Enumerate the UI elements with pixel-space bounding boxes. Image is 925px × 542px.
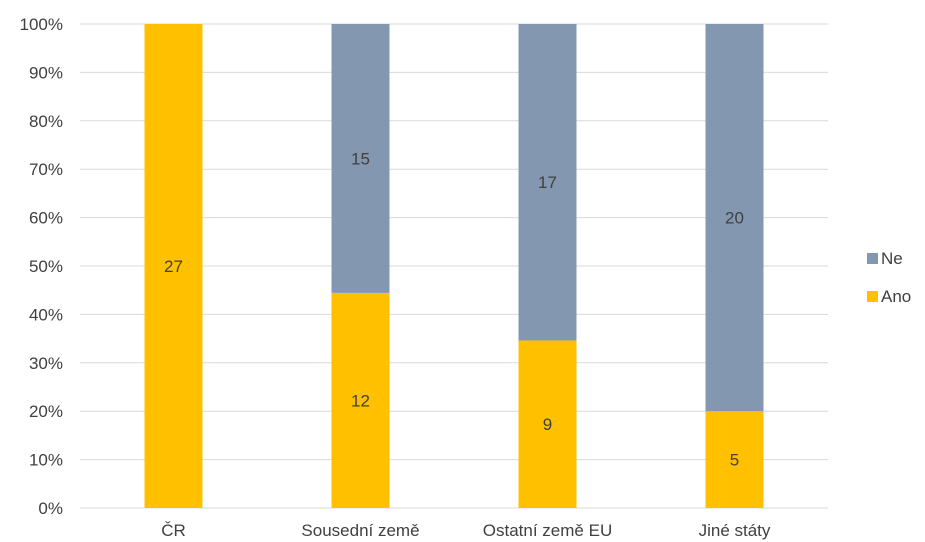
bar-ano-3 [705, 411, 764, 508]
legend-label: Ne [881, 249, 903, 268]
x-axis-categories: ČR Sousední země Ostatní země EU Jiné státy [161, 521, 771, 540]
x-category-label: Jiné státy [699, 521, 771, 540]
data-labels: 27 12 15 9 17 5 20 [164, 149, 744, 469]
legend: Ne Ano [867, 249, 911, 306]
x-category-label: Sousední země [301, 521, 419, 540]
bar-ano-2 [518, 340, 577, 508]
y-tick-label: 20% [29, 402, 63, 421]
bar-ano-0 [144, 24, 203, 508]
legend-swatch-ne [867, 253, 878, 264]
y-tick-label: 0% [38, 499, 63, 518]
bars [144, 24, 764, 508]
bar-ne-2 [518, 24, 577, 341]
x-category-label: ČR [161, 521, 186, 540]
y-tick-label: 70% [29, 160, 63, 179]
data-label: 17 [538, 173, 557, 192]
data-label: 9 [543, 415, 552, 434]
legend-label: Ano [881, 287, 911, 306]
y-tick-label: 50% [29, 257, 63, 276]
data-label: 12 [351, 391, 370, 410]
y-tick-label: 40% [29, 305, 63, 324]
data-label: 27 [164, 257, 183, 276]
y-tick-label: 60% [29, 209, 63, 228]
legend-swatch-ano [867, 291, 878, 302]
y-tick-label: 100% [20, 15, 63, 34]
data-label: 20 [725, 209, 744, 228]
data-label: 5 [730, 451, 739, 470]
x-category-label: Ostatní země EU [483, 521, 612, 540]
y-tick-label: 10% [29, 451, 63, 470]
gridlines [80, 23, 828, 509]
bar-ne-3 [705, 24, 764, 412]
y-tick-label: 80% [29, 112, 63, 131]
data-label: 15 [351, 149, 370, 168]
y-axis-ticks: 0% 10% 20% 30% 40% 50% 60% 70% 80% 90% 100% [20, 15, 63, 518]
y-tick-label: 90% [29, 63, 63, 82]
y-tick-label: 30% [29, 354, 63, 373]
bar-ano-1 [331, 292, 390, 508]
bar-ne-1 [331, 24, 390, 293]
